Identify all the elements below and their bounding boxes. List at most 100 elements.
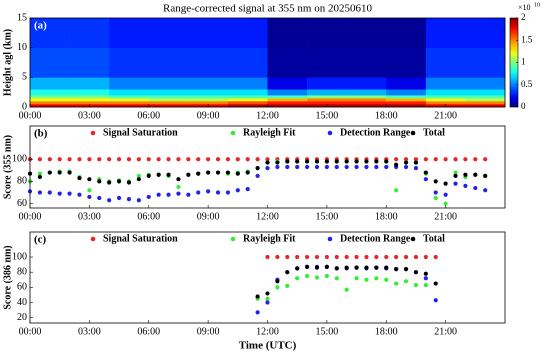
data-point xyxy=(463,183,468,188)
legend-label: Total xyxy=(423,127,445,138)
data-point xyxy=(423,157,428,162)
heat-cell xyxy=(346,89,387,96)
data-point xyxy=(37,174,42,180)
heat-cell xyxy=(386,98,427,102)
data-point xyxy=(176,184,181,190)
data-point xyxy=(413,270,419,275)
heat-cell xyxy=(227,98,268,102)
data-point xyxy=(285,254,290,260)
heat-cell xyxy=(109,47,150,78)
legend-label: Rayleigh Fit xyxy=(243,127,296,138)
data-point xyxy=(473,157,478,162)
data-point xyxy=(295,276,300,281)
heat-cell xyxy=(346,18,387,48)
data-point xyxy=(384,254,389,260)
data-point xyxy=(265,291,270,296)
heat-cell xyxy=(148,101,189,105)
data-point xyxy=(255,294,260,299)
data-point xyxy=(77,192,82,197)
heat-cell xyxy=(267,47,308,78)
heat-cell xyxy=(227,47,268,78)
data-point xyxy=(324,273,329,279)
data-point xyxy=(176,157,181,162)
data-point xyxy=(275,285,280,290)
heat-cell xyxy=(69,77,110,90)
data-point xyxy=(374,159,379,164)
heat-cell xyxy=(346,101,387,105)
data-point xyxy=(146,194,151,200)
data-point xyxy=(394,162,399,167)
data-point xyxy=(324,264,329,269)
data-point xyxy=(196,157,201,162)
data-point xyxy=(57,170,62,175)
data-point xyxy=(344,287,349,292)
x-tick-label: 09:00 xyxy=(197,326,220,337)
legend-label: Rayleigh Fit xyxy=(243,233,296,244)
y-tick-label: 60 xyxy=(17,198,27,209)
heat-cell xyxy=(148,98,189,102)
heat-cell xyxy=(148,77,189,90)
x-tick-label: 06:00 xyxy=(137,110,160,121)
data-point xyxy=(116,157,122,162)
data-point xyxy=(314,265,320,270)
x-axis-label: Time (UTC) xyxy=(239,340,297,352)
heat-cell xyxy=(227,101,268,105)
data-point xyxy=(87,177,92,182)
heat-cell xyxy=(267,104,308,108)
data-point xyxy=(295,164,300,170)
heat-cell xyxy=(148,18,189,48)
data-point xyxy=(265,296,270,301)
y-tick-label: 20 xyxy=(17,312,27,323)
heat-cell xyxy=(188,77,229,90)
data-point xyxy=(245,187,250,192)
data-point xyxy=(473,172,478,177)
y-tick-label: 100 xyxy=(12,251,27,262)
data-point xyxy=(423,282,428,288)
data-point xyxy=(146,157,151,162)
heat-cell xyxy=(267,95,308,99)
heat-cell xyxy=(267,89,308,96)
data-point xyxy=(394,281,399,286)
heat-cell xyxy=(267,77,308,90)
heat-cell xyxy=(188,47,229,78)
colorbar-tick-label: 1 xyxy=(521,57,526,67)
data-point xyxy=(255,157,260,162)
data-point xyxy=(314,275,320,280)
data-point xyxy=(77,157,82,162)
y-tick-label: 100 xyxy=(12,154,27,165)
data-point xyxy=(483,157,488,162)
heat-cell xyxy=(188,101,229,105)
data-point xyxy=(364,265,369,270)
heat-cell xyxy=(307,101,347,105)
data-point xyxy=(473,185,478,191)
data-point xyxy=(67,157,72,162)
data-point xyxy=(196,190,201,195)
data-point xyxy=(423,254,428,260)
data-point xyxy=(136,198,141,203)
data-point xyxy=(295,266,300,271)
data-point xyxy=(324,159,329,164)
data-point xyxy=(126,197,132,202)
heat-cell xyxy=(227,89,268,96)
data-point xyxy=(245,170,250,175)
data-point xyxy=(334,164,339,170)
data-point xyxy=(67,170,72,175)
data-point xyxy=(295,159,300,164)
heat-cell xyxy=(188,98,229,102)
data-point xyxy=(413,166,419,171)
heat-cell xyxy=(386,95,427,99)
legend-marker xyxy=(230,236,236,242)
x-tick-label: 21:00 xyxy=(434,110,457,121)
data-point xyxy=(275,254,280,260)
data-point xyxy=(314,254,320,260)
legend-label: Detection Range xyxy=(340,233,411,244)
data-point xyxy=(384,277,389,282)
x-tick-label: 18:00 xyxy=(375,110,398,121)
heat-cell xyxy=(148,104,189,108)
heat-cell xyxy=(188,89,229,96)
data-point xyxy=(136,177,141,182)
heat-cell xyxy=(465,104,506,108)
x-tick-label: 00:00 xyxy=(19,326,42,337)
y-tick-label: 60 xyxy=(17,282,27,293)
legend-marker xyxy=(327,236,333,242)
